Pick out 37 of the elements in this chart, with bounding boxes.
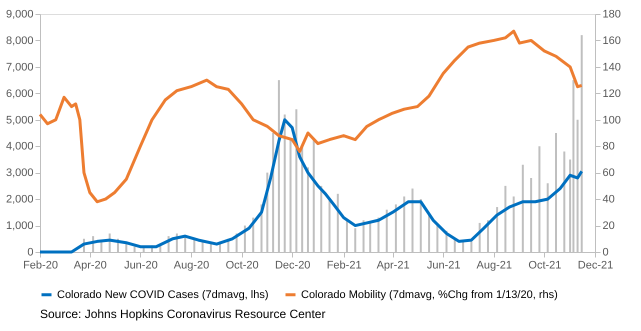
y-tick-label: 8,000	[6, 34, 34, 47]
y2-tick-label: 140	[602, 61, 621, 74]
x-tick-label: Dec-21	[578, 260, 614, 272]
legend-label: Colorado Mobility (7dmavg, %Chg from 1/13/20, rhs)	[301, 288, 558, 301]
y-tick-label: 2,000	[6, 194, 34, 206]
y-tick-label: 3,000	[6, 167, 34, 180]
y-tick-label: 7,000	[6, 61, 34, 74]
y2-tick-label: 80	[602, 140, 615, 153]
line-series	[38, 118, 584, 254]
x-tick-label: Apr-21	[376, 260, 410, 272]
x-tick-label: Jun-20	[124, 260, 158, 272]
y2-tick-label: 120	[602, 88, 621, 100]
x-tick-label: Oct-21	[528, 260, 562, 272]
x-tick-label: Jun-21	[426, 260, 461, 272]
x-tick-label: Oct-20	[226, 260, 259, 272]
y-tick-label: 1,000	[6, 220, 34, 232]
x-tick-label: Aug-21	[476, 260, 512, 272]
y2-tick-label: 40	[602, 194, 615, 206]
x-tick-label: Dec-20	[274, 260, 310, 272]
y-tick-label: 0	[27, 246, 34, 258]
y-tick-label: 4,000	[6, 140, 34, 153]
y2-tick-label: 20	[602, 220, 615, 232]
y2-tick-label: 60	[602, 167, 615, 180]
x-tick-label: Aug-20	[174, 260, 210, 272]
x-tick-label: Apr-20	[74, 260, 107, 272]
x-tick-label: Feb-21	[326, 260, 362, 272]
x-tick-label: Feb-20	[23, 260, 58, 272]
y-tick-label: 5,000	[6, 114, 34, 126]
y2-tick-label: 100	[602, 114, 621, 126]
line-series	[38, 30, 584, 204]
y2-tick-label: 160	[602, 34, 621, 47]
y-tick-label: 9,000	[6, 8, 34, 20]
legend-label: Colorado New COVID Cases (7dmavg, lhs)	[57, 288, 269, 301]
y2-tick-label: 0	[602, 246, 609, 258]
y2-tick-label: 180	[602, 8, 621, 20]
source-note: Source: Johns Hopkins Coronavirus Resource Center	[40, 307, 326, 321]
y-tick-label: 6,000	[6, 88, 34, 100]
